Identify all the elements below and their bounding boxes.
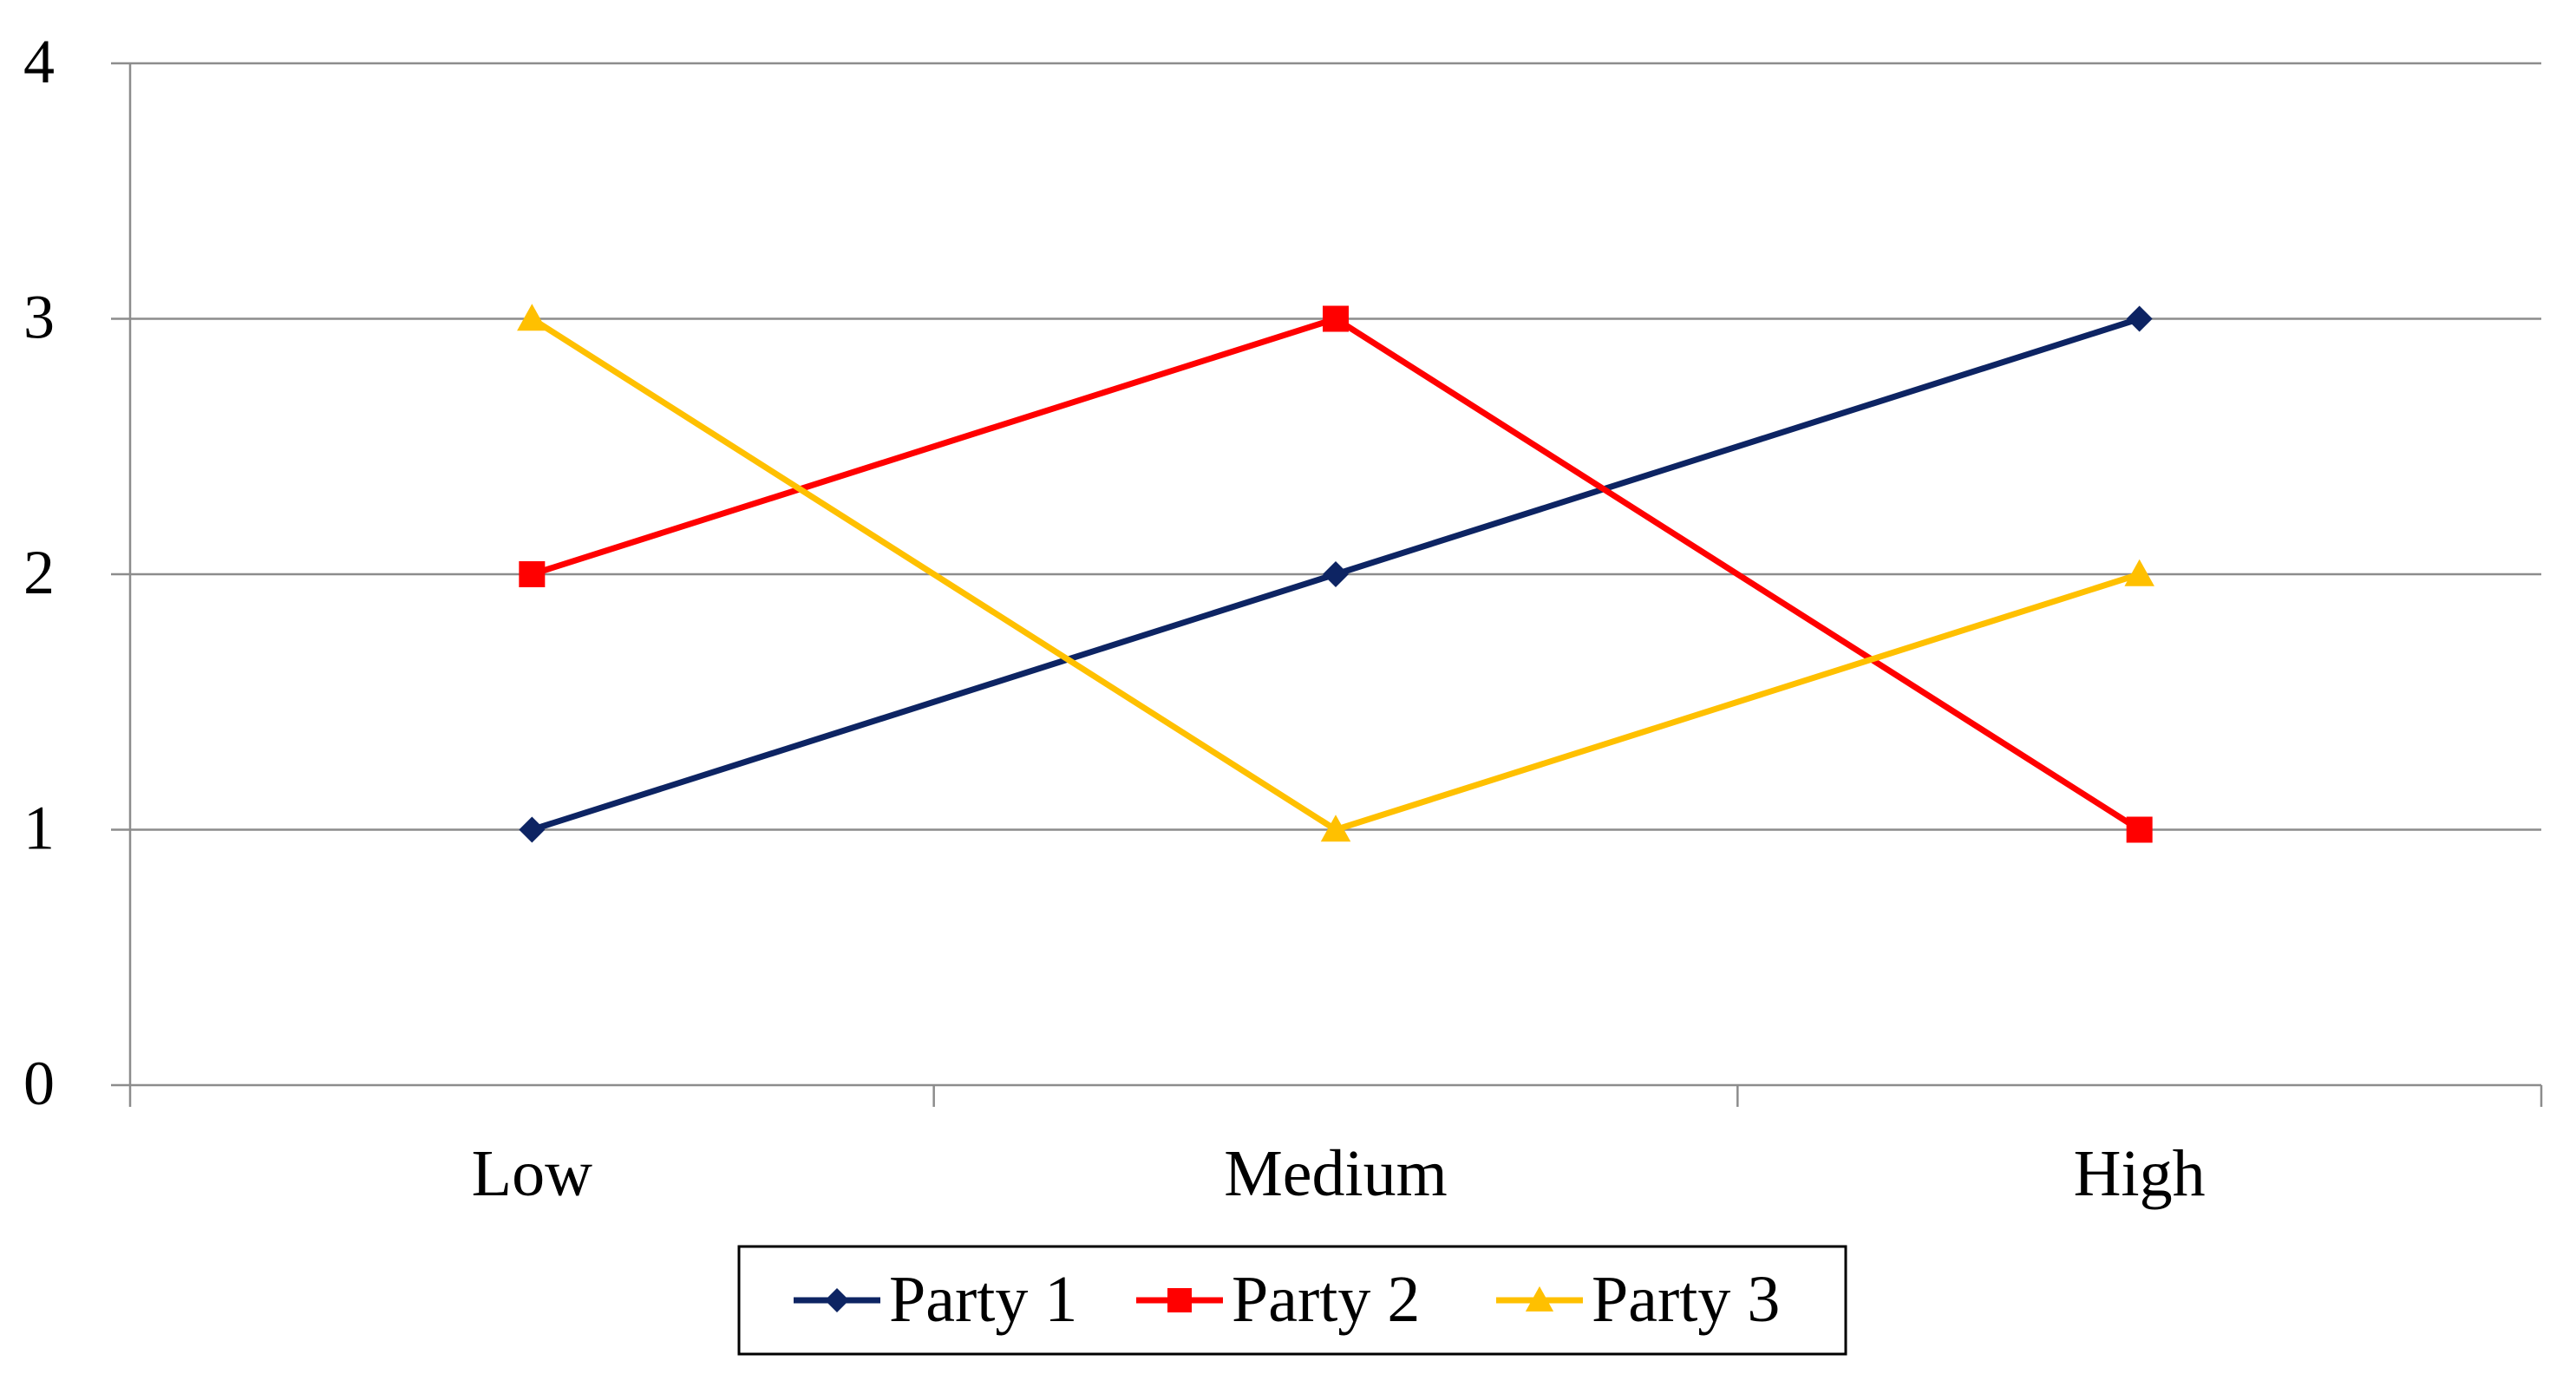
data-point-party-3-high bbox=[2124, 559, 2154, 586]
legend-box bbox=[737, 1245, 1847, 1356]
x-tick-label-low: Low bbox=[472, 1137, 592, 1210]
legend-marker-party-3 bbox=[1525, 1286, 1554, 1312]
data-point-party-1-high bbox=[2126, 305, 2153, 332]
x-tick-label-high: High bbox=[2074, 1137, 2206, 1210]
data-point-party-3-low bbox=[517, 304, 547, 331]
legend-item-party-3: Party 3 bbox=[1496, 1263, 1780, 1336]
legend-item-party-2: Party 2 bbox=[1136, 1263, 1420, 1336]
data-point-party-1-low bbox=[519, 816, 546, 843]
x-tick-labels: Low Medium High bbox=[472, 1137, 2206, 1210]
legend-marker-party-2 bbox=[1167, 1288, 1192, 1312]
data-point-party-2-medium bbox=[1323, 305, 1349, 332]
data-point-party-2-high bbox=[2126, 816, 2153, 843]
legend-label-party-2: Party 2 bbox=[1232, 1263, 1420, 1336]
y-tick-label-3: 3 bbox=[23, 283, 55, 352]
y-tick-label-1: 1 bbox=[23, 794, 55, 863]
legend-marker-party-1 bbox=[825, 1288, 849, 1312]
series-lines bbox=[517, 304, 2154, 843]
legend: Party 1 Party 2 Party 3 bbox=[737, 1245, 1847, 1356]
legend-label-party-1: Party 1 bbox=[889, 1263, 1077, 1336]
y-tick-label-0: 0 bbox=[23, 1049, 55, 1118]
y-tick-labels: 0 1 2 3 4 bbox=[23, 27, 55, 1118]
series-party-3 bbox=[517, 304, 2154, 842]
data-point-party-3-medium bbox=[1320, 815, 1351, 842]
y-tick-label-2: 2 bbox=[23, 538, 55, 607]
gridlines bbox=[130, 62, 2541, 831]
legend-label-party-3: Party 3 bbox=[1592, 1263, 1780, 1336]
legend-item-party-1: Party 1 bbox=[794, 1263, 1077, 1336]
x-tick-label-medium: Medium bbox=[1224, 1137, 1448, 1210]
data-point-party-1-medium bbox=[1323, 561, 1349, 587]
series-party-1 bbox=[519, 305, 2153, 843]
axes bbox=[111, 62, 2543, 1107]
data-point-party-2-low bbox=[519, 561, 546, 587]
y-tick-label-4: 4 bbox=[23, 27, 55, 96]
